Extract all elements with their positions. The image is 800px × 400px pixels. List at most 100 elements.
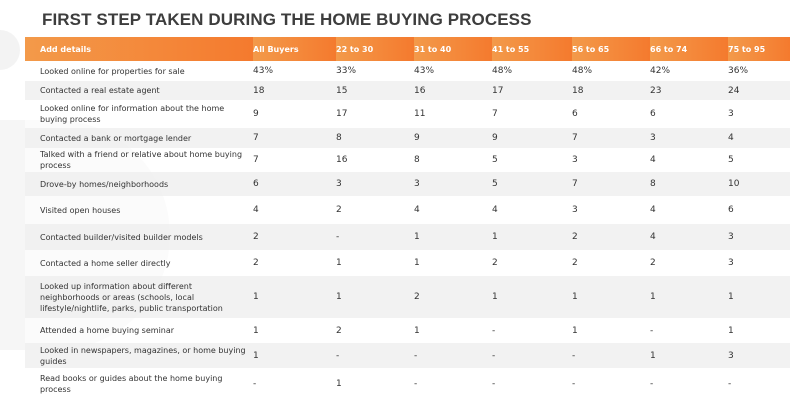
- table-cell: 2: [253, 250, 336, 276]
- table-header-row: Add details All Buyers 22 to 30 31 to 40…: [25, 37, 790, 61]
- table-cell: 8: [414, 148, 492, 172]
- table-cell: 1: [572, 318, 650, 343]
- table-row: Looked up information about different ne…: [25, 276, 790, 318]
- column-header: 41 to 55: [492, 37, 572, 61]
- table-cell: 43%: [253, 61, 336, 81]
- table-cell: 2: [336, 196, 414, 224]
- table-cell: 8: [336, 128, 414, 148]
- table-cell: 9: [253, 100, 336, 128]
- table-cell: 2: [572, 250, 650, 276]
- table-cell: 1: [492, 224, 572, 250]
- row-label: Looked up information about different ne…: [25, 276, 253, 318]
- table-cell: 16: [414, 81, 492, 100]
- table-cell: 18: [253, 81, 336, 100]
- table-row: Contacted a home seller directly 2 1 1 2 2 2 3: [25, 250, 790, 276]
- table-row: Attended a home buying seminar 1 2 1-1-1: [25, 318, 790, 343]
- table-row: Looked online for properties for sale 43%…: [25, 61, 790, 81]
- table-cell: 4: [728, 128, 790, 148]
- table-row: Looked in newspapers, magazines, or home…: [25, 343, 790, 368]
- page-title: FIRST STEP TAKEN DURING THE HOME BUYING …: [42, 10, 532, 29]
- table-row: Visited open houses 4 2 4 4 3 4 6: [25, 196, 790, 224]
- table-cell: 7: [253, 128, 336, 148]
- row-label: Looked online for information about the …: [25, 100, 253, 128]
- table-cell: 1: [650, 276, 728, 318]
- data-table: Add details All Buyers 22 to 30 31 to 40…: [25, 37, 790, 400]
- watermark-shape: [0, 30, 20, 70]
- table-row: Contacted a bank or mortgage lender 7 8 9 9 7…: [25, 128, 790, 148]
- column-header: Add details: [25, 37, 253, 61]
- table-cell: -: [650, 318, 728, 343]
- table-row: Talked with a friend or relative about h…: [25, 148, 790, 172]
- row-label: Visited open houses: [25, 196, 253, 224]
- table-cell: -: [336, 343, 414, 368]
- table-cell: 15: [336, 81, 414, 100]
- table-cell: 42%: [650, 61, 728, 81]
- row-label: Contacted builder/visited builder models: [25, 224, 253, 250]
- table-cell: 23: [650, 81, 728, 100]
- table-cell: 36%: [728, 61, 790, 81]
- table-cell: 5: [492, 172, 572, 196]
- table-cell: 2: [572, 224, 650, 250]
- table-cell: 1: [414, 318, 492, 343]
- table-cell: 1: [650, 343, 728, 368]
- row-label: Contacted a home seller directly: [25, 250, 253, 276]
- table-cell: 17: [336, 100, 414, 128]
- table-cell: 3: [728, 224, 790, 250]
- row-label: Read books or guides about the home buyi…: [25, 368, 253, 400]
- table-cell: 6: [572, 100, 650, 128]
- table-cell: 8: [650, 172, 728, 196]
- column-header: 56 to 65: [572, 37, 650, 61]
- table-cell: 6: [728, 196, 790, 224]
- table-cell: 7: [572, 128, 650, 148]
- table-cell: -: [728, 368, 790, 400]
- table-cell: 48%: [492, 61, 572, 81]
- column-header: 75 to 95: [728, 37, 790, 61]
- row-label: Talked with a friend or relative about h…: [25, 148, 253, 172]
- table-cell: -: [650, 368, 728, 400]
- table-cell: 4: [414, 196, 492, 224]
- table-cell: 4: [492, 196, 572, 224]
- row-label: Contacted a bank or mortgage lender: [25, 128, 253, 148]
- table-cell: 6: [253, 172, 336, 196]
- column-header: All Buyers: [253, 37, 336, 61]
- table-cell: 5: [728, 148, 790, 172]
- table-cell: 2: [650, 250, 728, 276]
- column-header: 66 to 74: [650, 37, 728, 61]
- table-cell: 7: [253, 148, 336, 172]
- table-cell: 4: [650, 224, 728, 250]
- table-cell: 3: [728, 250, 790, 276]
- table-row: Contacted builder/visited builder models…: [25, 224, 790, 250]
- table-cell: 18: [572, 81, 650, 100]
- row-label: Looked in newspapers, magazines, or home…: [25, 343, 253, 368]
- table-cell: -: [572, 368, 650, 400]
- table-cell: 17: [492, 81, 572, 100]
- table-cell: 48%: [572, 61, 650, 81]
- table-cell: 9: [492, 128, 572, 148]
- table-row: Contacted a real estate agent 18 15 16 17 18 2…: [25, 81, 790, 100]
- table-cell: 2: [492, 250, 572, 276]
- table-cell: 3: [414, 172, 492, 196]
- table-cell: 3: [728, 100, 790, 128]
- table-cell: 1: [253, 276, 336, 318]
- table-cell: 10: [728, 172, 790, 196]
- table-cell: -: [414, 368, 492, 400]
- table-cell: 2: [253, 224, 336, 250]
- table-cell: 1: [492, 276, 572, 318]
- table-cell: -: [336, 224, 414, 250]
- table-cell: 1: [336, 276, 414, 318]
- table-cell: -: [572, 343, 650, 368]
- table-cell: 1: [253, 343, 336, 368]
- table-cell: 24: [728, 81, 790, 100]
- table-cell: 1: [336, 368, 414, 400]
- table-cell: 1: [253, 318, 336, 343]
- table-cell: 2: [336, 318, 414, 343]
- row-label: Looked online for properties for sale: [25, 61, 253, 81]
- column-header: 31 to 40: [414, 37, 492, 61]
- table-cell: 16: [336, 148, 414, 172]
- table-cell: 4: [253, 196, 336, 224]
- table-cell: 3: [572, 196, 650, 224]
- table-cell: 7: [572, 172, 650, 196]
- table-cell: 11: [414, 100, 492, 128]
- table-cell: -: [492, 343, 572, 368]
- table-cell: 3: [336, 172, 414, 196]
